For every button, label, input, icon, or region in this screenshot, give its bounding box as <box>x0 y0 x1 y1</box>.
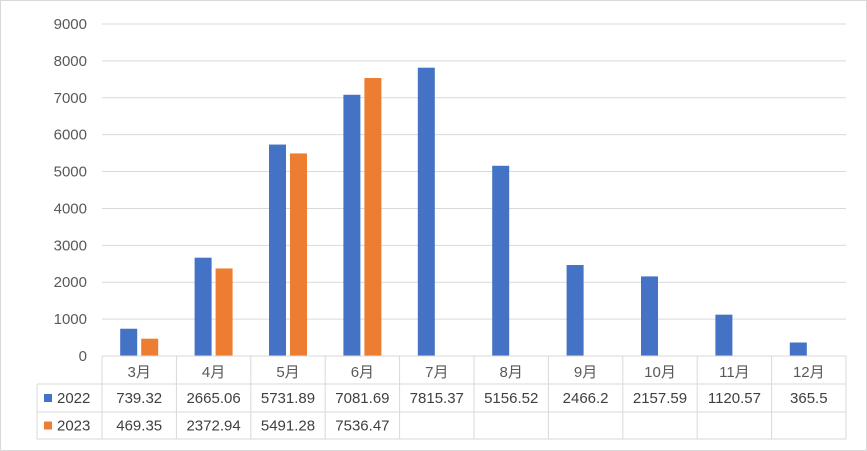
x-category-label: 11月 <box>719 364 750 381</box>
bar-2022 <box>715 314 733 356</box>
table-cell-value: 2665.06 <box>186 390 240 407</box>
table-cell-value: 2466.2 <box>563 390 609 407</box>
table-cell-value: 7081.69 <box>335 390 389 407</box>
bar-2022 <box>566 265 584 356</box>
y-tick-label: 2000 <box>54 274 87 291</box>
table-cell-value: 2157.59 <box>633 390 687 407</box>
table-cell-value: 5491.28 <box>261 418 315 435</box>
y-tick-label: 4000 <box>54 200 87 217</box>
bar-2022 <box>120 328 138 356</box>
table-cell-value: 739.32 <box>116 390 162 407</box>
bars <box>120 67 807 357</box>
y-tick-label: 5000 <box>54 164 87 181</box>
y-tick-label: 3000 <box>54 237 87 254</box>
legend-label-2023: 2023 <box>57 418 90 435</box>
data-table: 3月 4月 5月 6月 7月 8月 9月 10月 11月 12月 2022 739.32 2665.06… <box>36 355 847 440</box>
y-tick-label: 9000 <box>54 16 87 33</box>
bar-2022 <box>343 94 361 356</box>
bar-2023 <box>290 153 307 356</box>
legend-key-2023 <box>44 421 52 430</box>
table-cell-value: 5156.52 <box>484 390 538 407</box>
x-category-label: 12月 <box>793 364 825 381</box>
x-category-label: 3月 <box>128 364 151 381</box>
table-cell-value: 1120.57 <box>708 390 761 407</box>
table-cell-value: 5731.89 <box>261 390 315 407</box>
bar-2022 <box>269 144 286 356</box>
x-category-label: 4月 <box>202 364 225 381</box>
bar-2022 <box>194 257 212 356</box>
y-tick-label: 8000 <box>54 53 87 70</box>
table-cell-value: 2372.94 <box>186 418 240 435</box>
bar-2022 <box>789 342 807 356</box>
bar-2022 <box>641 276 658 356</box>
x-category-label: 6月 <box>351 364 374 381</box>
bar-2023 <box>364 77 382 356</box>
bar-2022 <box>417 67 435 357</box>
bar-2022 <box>492 165 510 356</box>
y-tick-label: 7000 <box>54 90 87 107</box>
y-tick-label: 6000 <box>54 127 87 144</box>
y-tick-label: 0 <box>79 348 87 365</box>
bar-2023 <box>215 268 233 356</box>
x-category-label: 5月 <box>276 364 299 381</box>
legend-label-2022: 2022 <box>57 390 90 407</box>
x-category-label: 8月 <box>500 364 523 381</box>
x-category-label: 10月 <box>644 364 676 381</box>
y-axis-ticks: 0 1000 2000 3000 4000 5000 6000 7000 8000 9000 <box>54 16 87 365</box>
table-cell-value: 365.5 <box>790 390 828 407</box>
table-cell-value: 7536.47 <box>335 418 389 435</box>
x-category-label: 9月 <box>574 364 597 381</box>
gridlines <box>102 23 846 320</box>
table-cell-value: 7815.37 <box>410 390 464 407</box>
legend-key-2022 <box>44 394 52 402</box>
y-tick-label: 1000 <box>54 311 87 328</box>
bar-2023 <box>141 338 159 356</box>
x-category-label: 7月 <box>425 364 448 381</box>
table-cell-value: 469.35 <box>116 418 162 435</box>
